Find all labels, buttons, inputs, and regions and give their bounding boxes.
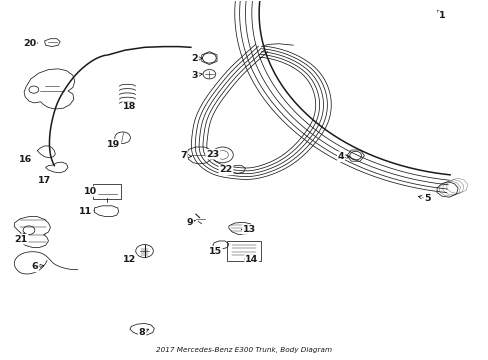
Text: 2: 2 <box>191 54 198 63</box>
Text: 20: 20 <box>23 39 37 48</box>
Text: 13: 13 <box>243 225 255 234</box>
Text: 14: 14 <box>244 255 258 264</box>
Text: 21: 21 <box>15 235 28 244</box>
Text: 23: 23 <box>206 150 219 159</box>
Text: 15: 15 <box>208 247 222 256</box>
Text: 6: 6 <box>31 262 38 271</box>
Text: 4: 4 <box>337 152 344 161</box>
Text: 5: 5 <box>423 194 430 203</box>
Text: 19: 19 <box>107 140 120 149</box>
Text: 2017 Mercedes-Benz E300 Trunk, Body Diagram: 2017 Mercedes-Benz E300 Trunk, Body Diag… <box>156 347 332 353</box>
Text: 22: 22 <box>219 166 232 175</box>
Text: 7: 7 <box>180 151 186 160</box>
Text: 18: 18 <box>123 102 136 111</box>
Text: 17: 17 <box>38 176 51 185</box>
Text: 12: 12 <box>123 255 136 264</box>
Text: 11: 11 <box>79 207 92 216</box>
Text: 16: 16 <box>19 155 32 164</box>
Text: 10: 10 <box>84 187 97 196</box>
Text: 8: 8 <box>139 328 145 337</box>
Text: 3: 3 <box>191 71 198 80</box>
Text: 9: 9 <box>186 218 193 227</box>
Text: 1: 1 <box>438 11 445 20</box>
